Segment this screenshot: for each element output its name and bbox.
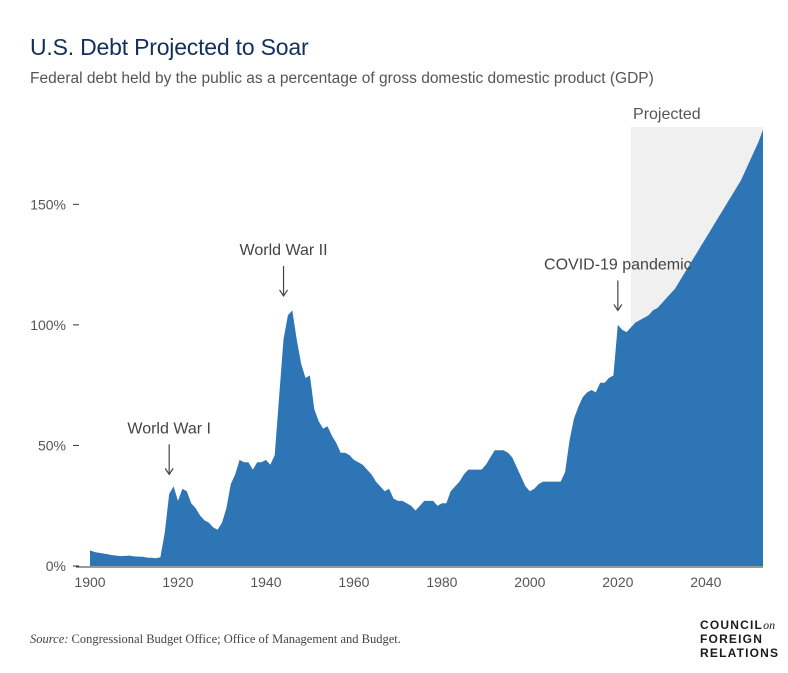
x-axis: 1900 1920 1940 1960 1980 2000 2020 2040 xyxy=(74,566,763,590)
x-tick-label: 2000 xyxy=(514,574,545,590)
annotation-arrow-head xyxy=(613,304,623,312)
annotation-arrow-head xyxy=(164,468,174,476)
x-tick-label: 2020 xyxy=(602,574,633,590)
annotation-label: World War I xyxy=(127,420,211,437)
x-tick-label: 1980 xyxy=(426,574,457,590)
source-text: Congressional Budget Office; Office of M… xyxy=(68,632,401,646)
y-tick-label: 50% xyxy=(38,437,66,453)
x-tick-label: 1920 xyxy=(162,574,193,590)
y-axis: 0% 50% 100% 150% xyxy=(30,196,79,574)
y-tick-label: 0% xyxy=(46,558,66,574)
annotation-label: World War II xyxy=(240,242,328,259)
source-label: Source: xyxy=(30,632,69,646)
x-tick-label: 2040 xyxy=(690,574,721,590)
logo-line2: FOREIGN xyxy=(700,632,764,646)
annotation-arrow-head xyxy=(279,289,289,298)
projected-label: Projected xyxy=(633,106,701,123)
x-tick-label: 1960 xyxy=(338,574,369,590)
chart-title: U.S. Debt Projected to Soar xyxy=(30,34,309,60)
x-tick-label: 1940 xyxy=(250,574,281,590)
logo-line1: COUNCIL xyxy=(700,618,764,632)
annotations: World War I World War II COVID-19 pandemic xyxy=(127,242,692,476)
y-tick-label: 100% xyxy=(30,317,66,333)
logo-line1-suffix: on xyxy=(763,618,776,632)
source-note: Source: Congressional Budget Office; Off… xyxy=(30,632,401,647)
cfr-logo: COUNCILon FOREIGN RELATIONS xyxy=(700,618,779,660)
x-tick-label: 1900 xyxy=(74,574,105,590)
annotation-label: COVID-19 pandemic xyxy=(544,256,692,273)
y-tick-label: 150% xyxy=(30,196,66,212)
debt-area xyxy=(90,129,763,566)
logo-line3: RELATIONS xyxy=(700,646,780,660)
chart-subtitle: Federal debt held by the public as a per… xyxy=(30,70,654,87)
